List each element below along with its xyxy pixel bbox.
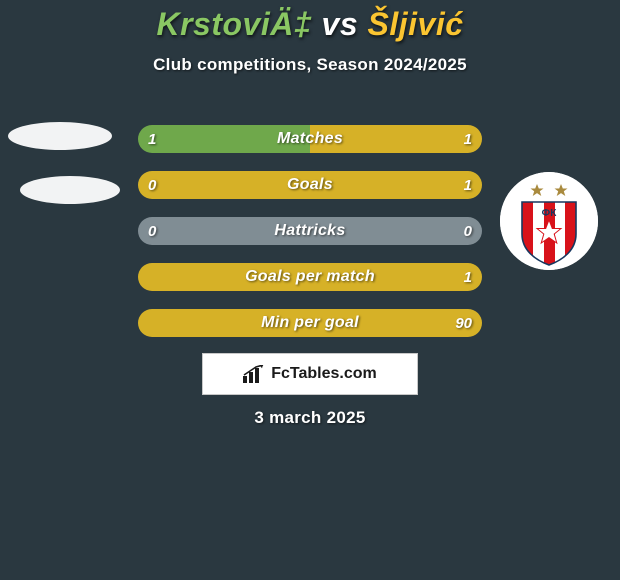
- player2-name: Šljivić: [368, 6, 464, 42]
- player1-name: KrstoviÄ‡: [156, 6, 312, 42]
- team-left-badge-placeholder-2: [20, 176, 120, 204]
- stat-value-left: 1: [148, 125, 156, 153]
- fctables-text: FcTables.com: [271, 365, 377, 383]
- stat-row: Goals01: [138, 171, 482, 199]
- vs-text: vs: [322, 6, 359, 42]
- crvena-zvezda-crest-icon: ФК: [500, 172, 598, 270]
- comparison-card: KrstoviÄ‡ vs Šljivić Club competitions, …: [0, 0, 620, 580]
- team-right-badge: ФК: [500, 172, 598, 270]
- date-label: 3 march 2025: [0, 408, 620, 428]
- fctables-watermark: FcTables.com: [202, 353, 418, 395]
- crest-text: ФК: [542, 208, 558, 219]
- stat-row: Matches11: [138, 125, 482, 153]
- subtitle: Club competitions, Season 2024/2025: [0, 55, 620, 75]
- stat-value-right: 1: [464, 125, 472, 153]
- stat-row: Min per goal90: [138, 309, 482, 337]
- stat-value-left: 0: [148, 171, 156, 199]
- fctables-bars-icon: [243, 365, 265, 383]
- comparison-title: KrstoviÄ‡ vs Šljivić: [0, 0, 620, 43]
- stat-value-right: 1: [464, 171, 472, 199]
- stat-row: Goals per match1: [138, 263, 482, 291]
- stat-value-right: 1: [464, 263, 472, 291]
- team-left-badge-placeholder-1: [8, 122, 112, 150]
- stat-value-right: 0: [464, 217, 472, 245]
- stat-value-left: 0: [148, 217, 156, 245]
- stat-bars: Matches11Goals01Hattricks00Goals per mat…: [138, 125, 482, 355]
- stat-value-right: 90: [455, 309, 472, 337]
- stat-row: Hattricks00: [138, 217, 482, 245]
